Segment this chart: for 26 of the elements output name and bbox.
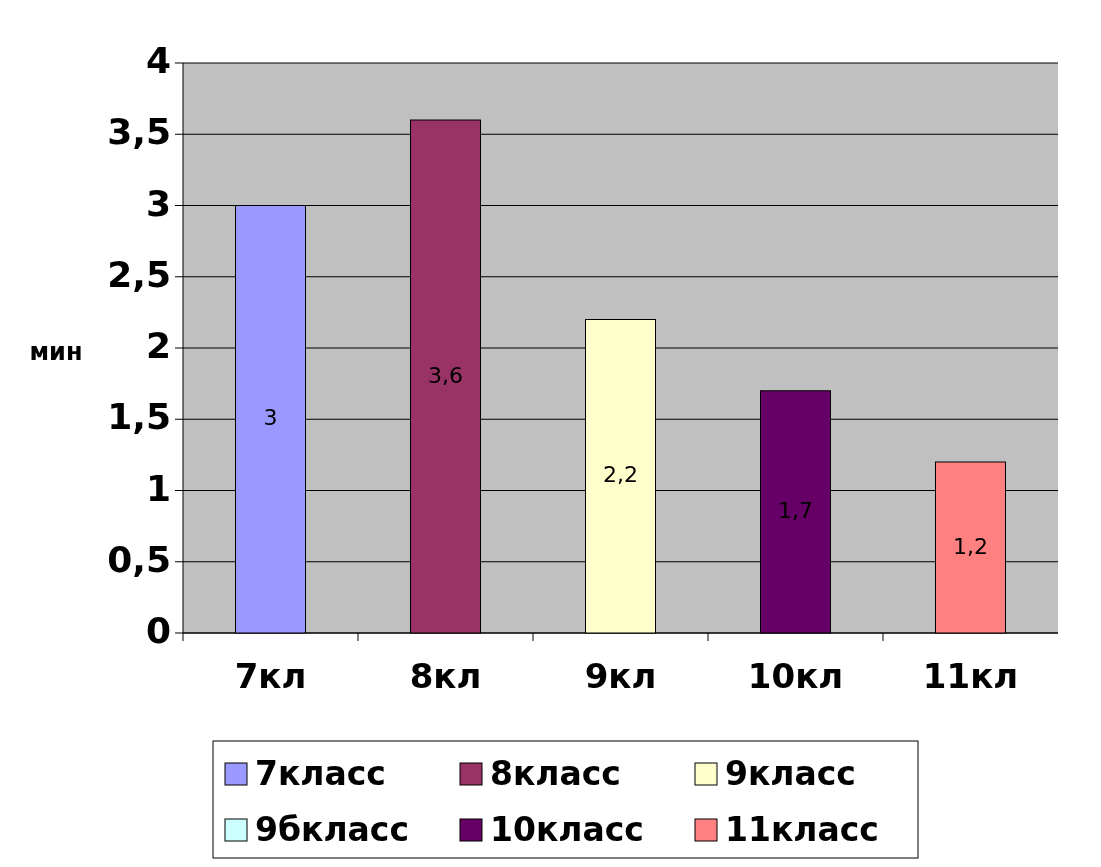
y-tick-label: 0,5 — [107, 538, 171, 580]
y-tick-label: 2,5 — [107, 253, 171, 295]
x-tick-label: 11кл — [922, 656, 1019, 696]
y-tick-label: 2 — [145, 325, 171, 366]
legend-label: 7класс — [255, 753, 386, 793]
legend-label: 9класс — [725, 753, 856, 793]
x-tick-label: 9кл — [584, 656, 657, 696]
data-label: 3 — [263, 405, 278, 431]
data-label: 2,2 — [603, 462, 638, 488]
data-label: 1,7 — [778, 497, 813, 523]
x-tick-label: 7кл — [234, 656, 307, 696]
legend-label: 9бкласс — [255, 809, 409, 849]
y-tick-label: 0 — [145, 610, 171, 651]
y-tick-label: 4 — [145, 40, 171, 81]
y-tick-label: 1 — [145, 467, 171, 509]
legend-label: 8класс — [490, 753, 621, 793]
data-label: 1,2 — [953, 533, 988, 559]
y-tick-label: 1,5 — [107, 396, 171, 438]
legend-label: 11класс — [725, 809, 879, 849]
legend-label: 10класс — [490, 809, 644, 849]
data-label: 3,6 — [428, 362, 463, 388]
y-tick-label: 3 — [145, 182, 171, 224]
x-tick-label: 8кл — [409, 656, 482, 696]
x-tick-label: 10кл — [747, 656, 844, 696]
y-tick-label: 3,5 — [107, 111, 171, 153]
y-axis-title: мин — [29, 338, 83, 366]
